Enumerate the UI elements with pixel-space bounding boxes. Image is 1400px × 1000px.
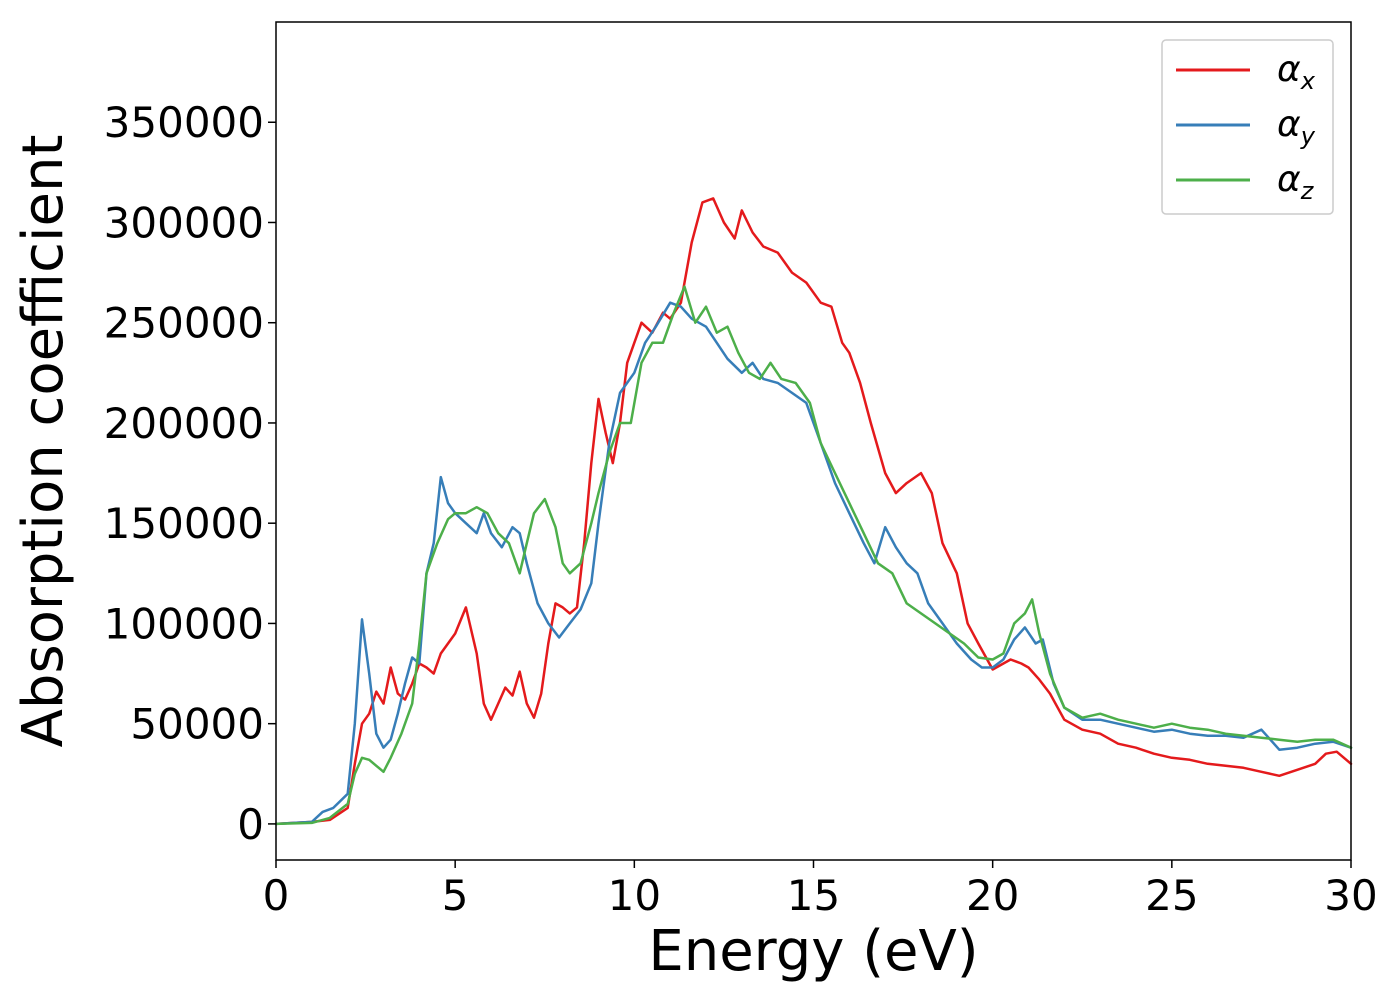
- x-tick-label: 30: [1324, 871, 1377, 920]
- legend-box: [1161, 39, 1334, 215]
- y-axis-ticks: 0 50000 100000 150000 200000 250000 300000 3500…: [104, 98, 276, 849]
- x-tick-label: 0: [263, 871, 290, 920]
- y-tick-label: 50000: [130, 700, 264, 749]
- x-axis-label: Energy (eV): [648, 919, 978, 984]
- y-tick-label: 300000: [104, 198, 264, 247]
- y-tick-label: 250000: [104, 299, 264, 348]
- y-tick-label: 150000: [104, 499, 264, 548]
- x-tick-label: 15: [787, 871, 840, 920]
- series-layer: [274, 197, 1353, 826]
- y-tick-label: 350000: [104, 98, 264, 147]
- y-tick-label: 200000: [104, 399, 264, 448]
- y-tick-label: 0: [237, 800, 264, 849]
- x-axis-ticks: 0 5 10 15 20 25 30: [263, 860, 1378, 920]
- series-line-z: [274, 285, 1353, 826]
- x-tick-label: 10: [608, 871, 661, 920]
- x-tick-label: 5: [442, 871, 469, 920]
- x-tick-label: 25: [1145, 871, 1198, 920]
- x-tick-label: 20: [966, 871, 1019, 920]
- y-tick-label: 100000: [104, 599, 264, 648]
- y-axis-label: Absorption coefficient: [11, 135, 76, 748]
- series-line-x: [274, 197, 1353, 826]
